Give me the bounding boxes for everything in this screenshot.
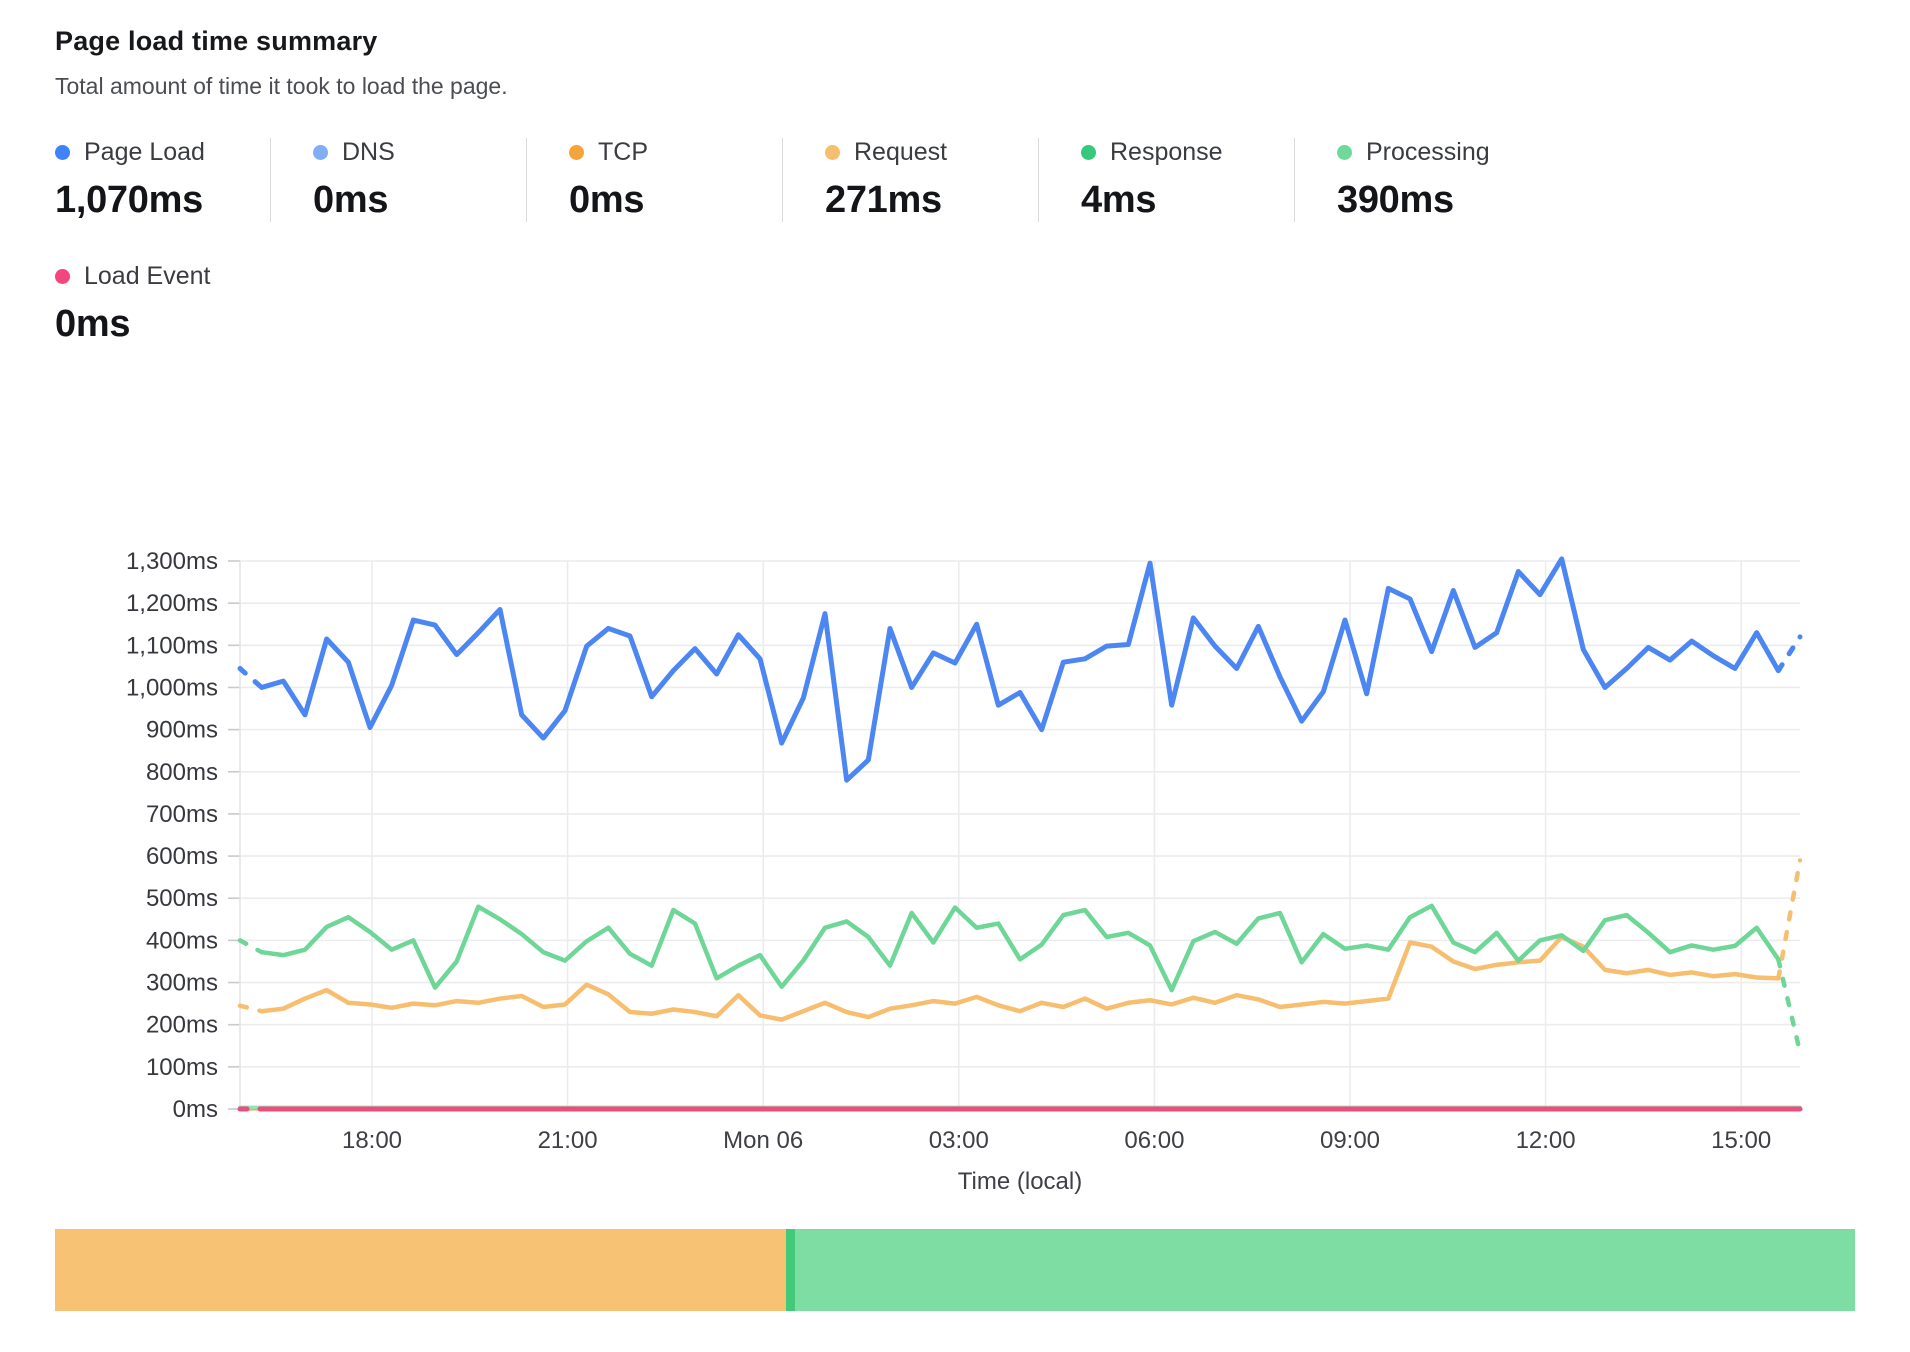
page-subtitle: Total amount of time it took to load the… [55, 73, 508, 99]
response-value: 4ms [1081, 179, 1157, 221]
y-tick-label: 1,300ms [126, 548, 218, 575]
legend-item-load-event[interactable]: Load Event 0ms [55, 262, 270, 346]
load-time-chart-svg[interactable]: 0ms 100ms 200ms 300ms 400ms 500ms 600ms 700ms 80… [55, 496, 1855, 1206]
y-tick-label: 1,200ms [126, 590, 218, 617]
legend-item-response[interactable]: Response 4ms [1038, 138, 1294, 222]
y-tick-label: 300ms [146, 970, 218, 997]
y-tick-label: 100ms [146, 1054, 218, 1081]
request-dot-icon [825, 145, 840, 160]
legend-label: Processing [1366, 138, 1490, 166]
legend-item-dns[interactable]: DNS 0ms [270, 138, 526, 222]
page-load-line-dashed [1775, 634, 1803, 674]
x-tick-label: 18:00 [342, 1127, 402, 1154]
status-timeline-bar[interactable] [55, 1229, 1855, 1311]
processing-line [259, 903, 1781, 993]
page-load-dot-icon [55, 145, 70, 160]
load-time-chart[interactable]: 0ms 100ms 200ms 300ms 400ms 500ms 600ms 700ms 80… [55, 496, 1855, 1211]
legend-item-processing[interactable]: Processing 390ms [1294, 138, 1550, 222]
timeline-segment-divider[interactable] [785, 1229, 795, 1311]
x-tick-label: Mon 06 [723, 1127, 803, 1154]
legend-stats-row-2: Load Event 0ms [55, 262, 1855, 346]
legend-label: Request [854, 138, 948, 166]
request-line-dashed [237, 1003, 264, 1014]
page-load-line-dashed [237, 665, 265, 690]
y-tick-label: 900ms [146, 717, 218, 744]
x-axis-title: Time (local) [958, 1168, 1082, 1195]
y-tick-label: 700ms [146, 801, 218, 828]
x-tick-label: 06:00 [1124, 1127, 1184, 1154]
processing-dot-icon [1337, 145, 1352, 160]
x-tick-label: 12:00 [1516, 1127, 1576, 1154]
legend-stats-row: Page Load 1,070ms DNS 0ms TCP 0ms Reques… [55, 138, 1855, 222]
load-event-value: 0ms [55, 303, 131, 345]
request-value: 271ms [825, 179, 942, 221]
processing-value: 390ms [1337, 179, 1454, 221]
legend-label: TCP [598, 138, 648, 166]
response-dot-icon [1081, 145, 1096, 160]
page-load-line [259, 556, 1781, 783]
legend-label: Page Load [84, 138, 205, 166]
legend-label: Load Event [84, 262, 211, 290]
legend-item-page-load[interactable]: Page Load 1,070ms [55, 138, 270, 222]
timeline-segment-request[interactable] [55, 1229, 786, 1311]
timeline-segment-processing[interactable] [794, 1229, 1855, 1311]
page-load-value: 1,070ms [55, 179, 203, 221]
dns-dot-icon [313, 145, 328, 160]
request-line-dashed [1776, 858, 1803, 981]
y-tick-label: 1,000ms [126, 674, 218, 701]
legend-label: DNS [342, 138, 395, 166]
y-tick-label: 400ms [146, 927, 218, 954]
y-tick-label: 0ms [173, 1096, 218, 1123]
legend-label: Response [1110, 138, 1223, 166]
x-tick-label: 15:00 [1711, 1127, 1771, 1154]
y-tick-label: 500ms [146, 885, 218, 912]
request-line [259, 934, 1781, 1022]
processing-line-dashed [1776, 957, 1803, 1055]
legend-item-tcp[interactable]: TCP 0ms [526, 138, 782, 222]
processing-line-dashed [237, 938, 264, 955]
x-tick-label: 21:00 [538, 1127, 598, 1154]
y-tick-label: 600ms [146, 843, 218, 870]
y-tick-label: 1,100ms [126, 632, 218, 659]
y-tick-label: 200ms [146, 1012, 218, 1039]
load-event-dot-icon [55, 269, 70, 284]
tcp-dot-icon [569, 145, 584, 160]
y-tick-label: 800ms [146, 759, 218, 786]
tcp-value: 0ms [569, 179, 645, 221]
page-title: Page load time summary [55, 26, 378, 56]
x-tick-label: 09:00 [1320, 1127, 1380, 1154]
x-tick-label: 03:00 [929, 1127, 989, 1154]
dns-value: 0ms [313, 179, 389, 221]
legend-item-request[interactable]: Request 271ms [782, 138, 1038, 222]
